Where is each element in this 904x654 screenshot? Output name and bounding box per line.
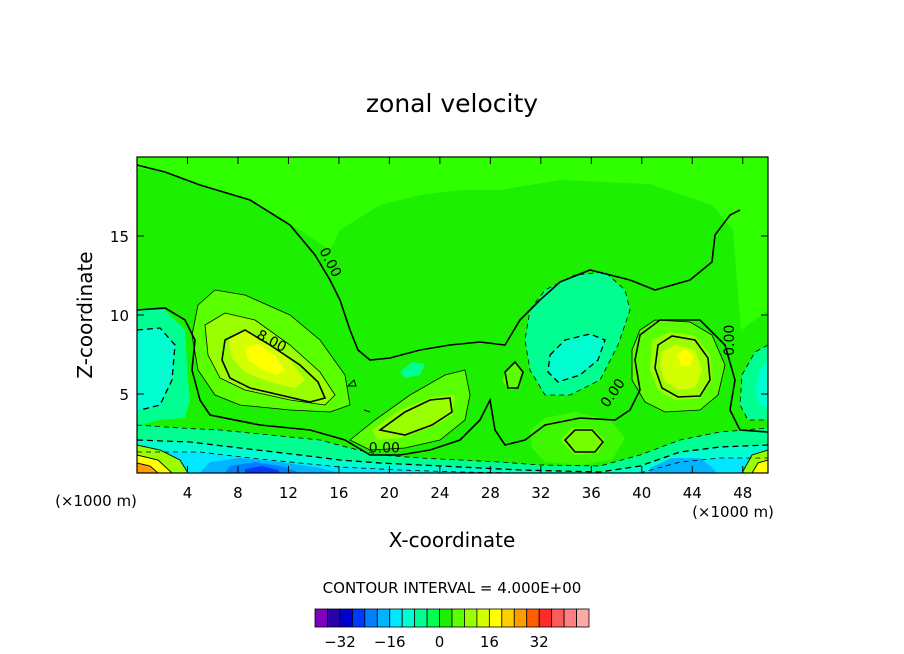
colorbar-tick-label: −32 [324, 633, 356, 651]
y-axis-ticks: 5 10 15 [110, 228, 768, 404]
x-tick-label: 36 [582, 484, 601, 502]
filled-contours [137, 157, 768, 473]
x-tick-label: 32 [531, 484, 550, 502]
colorbar-swatch [339, 608, 353, 628]
x-tick-label: 16 [329, 484, 348, 502]
field-region-positive-left-4 [245, 344, 285, 375]
x-axis-ticks: 4 8 12 16 20 24 28 32 36 40 44 48 [183, 157, 752, 502]
contour-line-neg-left [137, 327, 176, 411]
contour-line-thin-left-2 [204, 312, 336, 406]
contour-line-thin-mid [349, 369, 471, 451]
colorbar-swatch [314, 608, 328, 628]
contour-line-neg-right [524, 271, 631, 396]
field-region-negative-bottom-6 [245, 466, 280, 473]
contour-line-neg-bottom-1 [137, 424, 768, 467]
contour-line-zero-left [137, 307, 768, 456]
y-tick-label: 10 [110, 307, 129, 325]
contour-line-eight-left [221, 329, 327, 403]
chart-title: zonal velocity [366, 89, 538, 118]
contour-line-neg-farright [739, 344, 768, 421]
field-region-positive-mid-2 [372, 395, 455, 440]
field-region-negative-small-1 [400, 362, 425, 378]
contour-line-thin-right [631, 319, 726, 413]
y-axis-label: Z-coordinate [73, 251, 97, 378]
contour-lines [137, 164, 768, 473]
x-tick-label: 4 [183, 484, 193, 502]
field-region-negative-left-2 [137, 328, 175, 410]
x-tick-label: 40 [632, 484, 651, 502]
contour-line-neg-right-2 [547, 333, 606, 383]
colorbar-swatch [401, 608, 416, 628]
colorbar-tick-label: 32 [530, 633, 549, 651]
colorbar-tick-label: −16 [374, 633, 406, 651]
contour-interval-caption: CONTOUR INTERVAL = 4.000E+00 [323, 579, 582, 597]
contour-line-zero-top [137, 164, 741, 361]
y-tick-label: 15 [110, 228, 129, 246]
contour-line-thin-left [191, 289, 351, 413]
colorbar-swatch [526, 608, 540, 628]
colorbar-swatch [513, 608, 528, 628]
colorbar-swatch [364, 608, 378, 628]
colorbar-swatch [389, 608, 403, 628]
contour-line-eight-spot [563, 429, 605, 453]
contour-line-eight-right [654, 335, 711, 398]
x-tick-label: 20 [380, 484, 399, 502]
field-region-negative-bottom-7 [650, 458, 715, 473]
colorbar-swatch [426, 608, 440, 628]
x-tick-label: 24 [430, 484, 449, 502]
x-tick-label: 12 [279, 484, 298, 502]
field-region-positive-spot-2 [530, 412, 625, 465]
field-region-corner-right-2 [752, 460, 768, 473]
x-tick-label: 44 [683, 484, 702, 502]
contour-line-corner-left [137, 444, 189, 473]
contour-line-corner-right [741, 449, 768, 473]
colorbar [314, 608, 590, 628]
x-unit-label-left: (×1000 m) [55, 492, 137, 510]
colorbar-tick-label: 16 [480, 633, 499, 651]
colorbar-swatch [464, 608, 478, 628]
colorbar-swatch [451, 608, 465, 628]
colorbar-swatch [327, 608, 341, 628]
field-region-negative-right-2 [548, 334, 605, 382]
colorbar-swatch [476, 608, 490, 628]
colorbar-swatch [376, 608, 391, 628]
contour-line-eight-mid [378, 397, 453, 436]
field-region-positive-upper [137, 157, 768, 330]
colorbar-tick-label: 0 [435, 633, 445, 651]
x-unit-label-right: (×1000 m) [692, 503, 774, 521]
contour-value-label: 0.00 [369, 440, 400, 456]
x-axis-label: X-coordinate [389, 528, 516, 552]
colorbar-swatch [414, 608, 428, 628]
contour-line-zero-small [504, 360, 524, 389]
y-tick-label: 5 [119, 386, 129, 404]
x-tick-label: 28 [481, 484, 500, 502]
contour-value-label: 0.00 [722, 325, 738, 356]
colorbar-swatch [488, 608, 503, 628]
field-region-positive-right-4 [677, 349, 693, 366]
colorbar-swatch [501, 608, 515, 628]
field-region-corner-left-3 [137, 463, 158, 473]
x-tick-label: 48 [733, 484, 752, 502]
colorbar-swatch [538, 608, 553, 628]
x-tick-label: 8 [233, 484, 243, 502]
colorbar-swatch [563, 608, 577, 628]
colorbar-tick-labels: −32 −16 0 16 32 [324, 633, 549, 651]
colorbar-swatch [351, 608, 366, 628]
colorbar-swatch [439, 608, 453, 628]
field-region-negative-farright-2 [755, 360, 768, 408]
contour-line-neg-bottom-3 [137, 451, 768, 473]
contour-line-small-marks [346, 379, 371, 413]
colorbar-swatch [551, 608, 565, 628]
plot-area: 0.008.000.000.000.00 4 8 12 16 20 24 28 32 36 40 4… [110, 156, 769, 502]
colorbar-swatch [576, 608, 590, 628]
